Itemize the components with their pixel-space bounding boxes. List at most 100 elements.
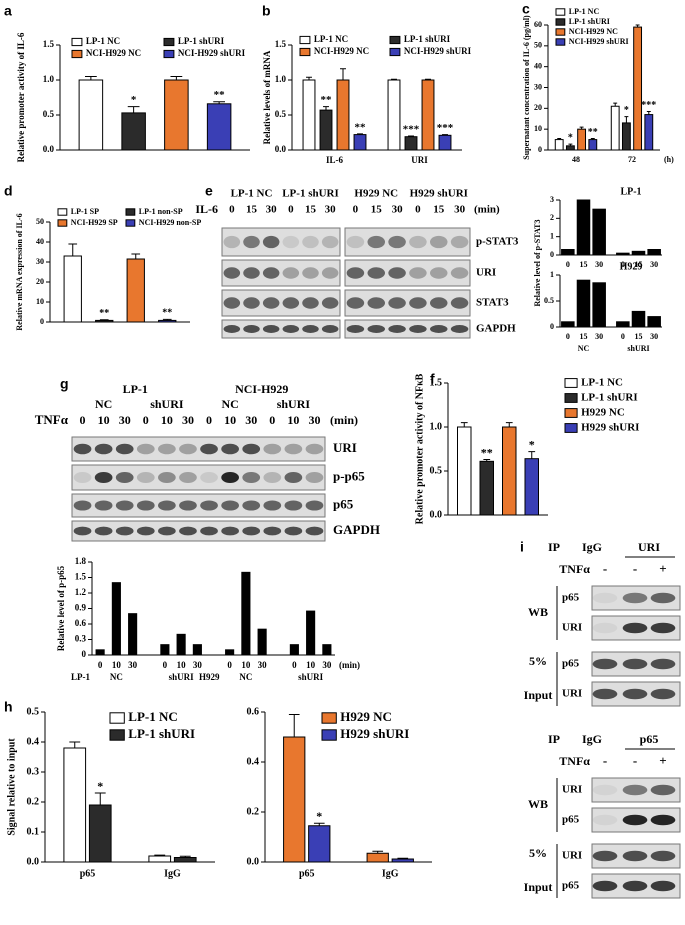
x-tick-label: 0 — [163, 660, 168, 670]
bar — [561, 321, 575, 328]
bar — [121, 112, 146, 151]
blot-group-label: LP-1 NC — [231, 188, 273, 200]
bar — [126, 258, 145, 323]
legend-swatch — [299, 35, 311, 45]
bar — [633, 26, 643, 151]
legend-swatch — [564, 393, 578, 403]
x-axis-label: (min) — [339, 660, 360, 670]
error-bar — [372, 850, 384, 854]
y-axis-label: Relative level of p-p65 — [56, 565, 66, 651]
blot-time: 10 — [161, 413, 173, 427]
blot-band — [94, 500, 113, 511]
blot-band — [284, 500, 303, 511]
legend-label: NCI-H929 NC — [569, 27, 618, 36]
significance-mark: * — [316, 809, 322, 823]
legend-label: NCI-H929 shURI — [569, 37, 629, 46]
blot-line-label: LP-1 — [123, 382, 148, 396]
significance-mark: *** — [437, 122, 454, 134]
blot-time: 30 — [454, 204, 466, 216]
bar — [421, 79, 435, 151]
blot-row-label: URI — [562, 784, 582, 796]
blot-band — [136, 526, 155, 536]
y-tick-label: 0.5 — [275, 109, 287, 119]
blot-band — [158, 443, 176, 455]
blot-row-label: p65 — [333, 496, 354, 511]
blot-band — [242, 472, 261, 483]
legend-swatch — [321, 712, 337, 724]
bar — [283, 736, 306, 863]
ip-target: p65 — [640, 732, 659, 746]
blot-band — [305, 443, 324, 455]
x-tick-label: 0 — [227, 660, 232, 670]
section-label: WB — [528, 797, 548, 811]
blot-band — [73, 443, 92, 455]
bar — [391, 858, 414, 863]
error-bar — [306, 76, 312, 80]
y-tick-label: 1.0 — [43, 74, 55, 84]
bar — [592, 208, 606, 256]
legend-swatch — [321, 729, 337, 741]
blot-band — [450, 235, 469, 249]
blot-band — [430, 235, 448, 249]
error-bar — [94, 792, 106, 805]
legend-label: LP-1 SP — [71, 207, 99, 216]
legend-swatch — [555, 28, 566, 36]
y-tick-label: 50 — [36, 217, 44, 226]
blot-band — [346, 267, 365, 279]
blot-band — [367, 235, 385, 249]
x-tick-label: 48 — [572, 155, 580, 164]
x-tick-label: URI — [411, 155, 428, 165]
x-tick-label: 30 — [650, 332, 658, 341]
blot-band — [221, 443, 239, 455]
blot-band — [321, 297, 339, 309]
blot-band — [263, 472, 282, 483]
bar — [302, 79, 316, 151]
blot-time: 15 — [246, 204, 258, 216]
significance-mark: ** — [481, 445, 493, 459]
bar — [438, 134, 452, 151]
y-tick-label: 1.8 — [75, 556, 87, 566]
bar — [128, 613, 138, 656]
blot-band — [346, 297, 365, 309]
bar — [524, 458, 539, 516]
panel-letter: i — [520, 539, 524, 555]
legend-label: LP-1 shURI — [128, 726, 195, 741]
error-bar — [557, 138, 562, 140]
blot-row-label: GAPDH — [333, 522, 380, 537]
blot-band — [115, 443, 134, 455]
blot-band — [450, 267, 469, 279]
error-bar — [154, 854, 166, 856]
y-tick-label: 2 — [550, 213, 554, 222]
y-tick-label: 1.0 — [275, 74, 287, 84]
legend-swatch — [57, 219, 68, 227]
x-tick-label: 0 — [98, 660, 103, 670]
legend-swatch — [125, 208, 136, 216]
bar — [576, 199, 591, 256]
y-tick-label: 3 — [550, 195, 554, 204]
error-bar — [397, 857, 409, 859]
y-tick-label: 10 — [534, 124, 542, 133]
blot-band — [650, 658, 676, 670]
blot-band — [430, 297, 448, 309]
bar — [308, 825, 331, 863]
significance-mark: * — [568, 132, 573, 143]
blot-band — [388, 325, 406, 333]
blot-group-label: NC — [95, 397, 112, 411]
blot-membrane — [344, 319, 471, 339]
blot-time: 30 — [119, 413, 131, 427]
y-tick-label: 0 — [538, 145, 542, 154]
control-label: IgG — [582, 732, 602, 746]
y-tick-label: 0.0 — [430, 509, 443, 520]
legend-swatch — [57, 208, 68, 216]
bar — [241, 571, 251, 656]
significance-mark: * — [529, 437, 535, 451]
bar — [565, 145, 575, 151]
bar — [404, 136, 418, 151]
bar — [164, 79, 189, 151]
error-bar — [357, 133, 363, 135]
treatment-sign: - — [603, 753, 607, 768]
y-tick-label: 30 — [534, 82, 542, 91]
blot-band — [179, 526, 197, 536]
legend-swatch — [564, 423, 578, 433]
